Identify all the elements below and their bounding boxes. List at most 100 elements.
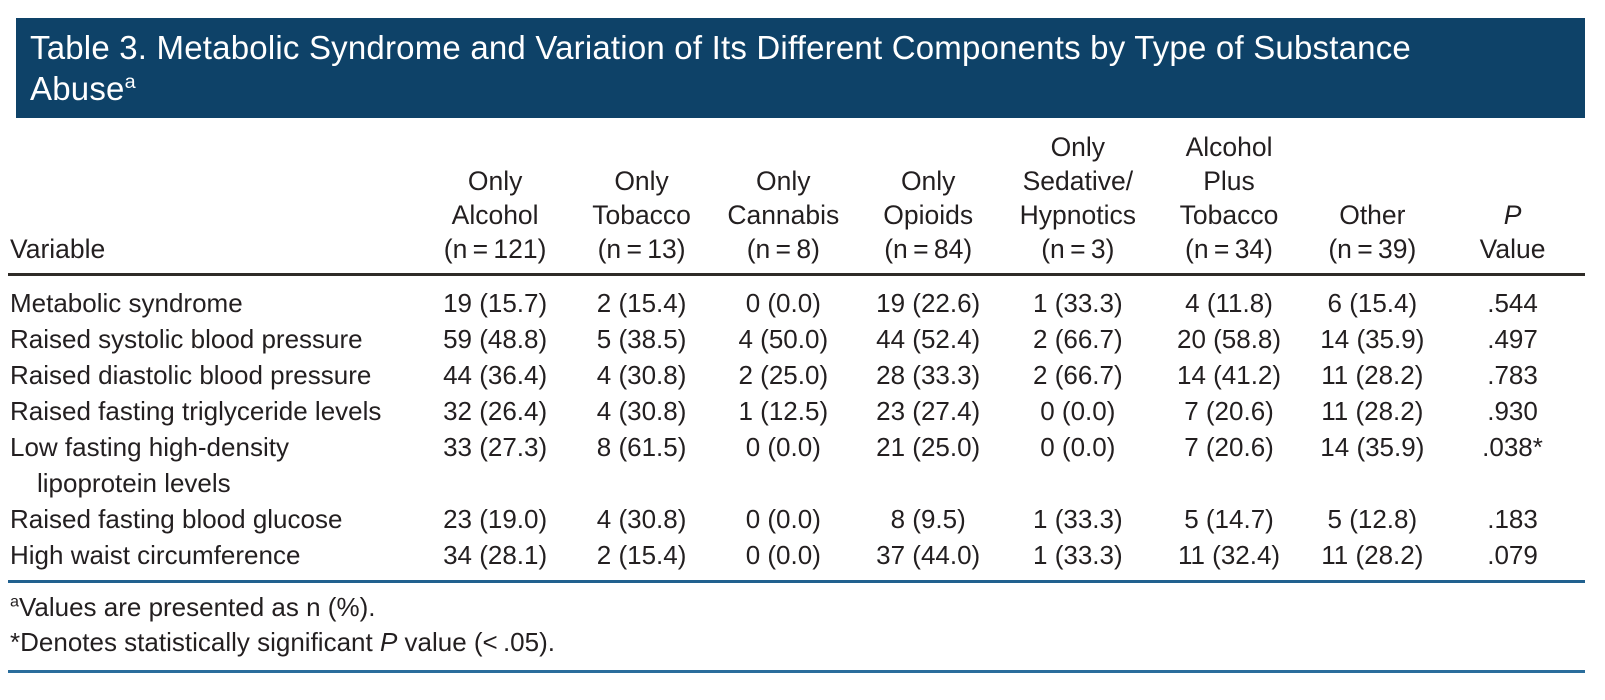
column-header-line: (n = 39) [1328,234,1417,264]
cell-variable: Raised systolic blood pressure [8,321,420,357]
cell-other: 14 (35.9) [1320,324,1425,354]
cell-only-tobacco: 5 (38.5) [596,324,687,354]
column-header-line: (n = 13) [597,234,686,264]
cell-other: 11 (28.2) [1321,540,1424,570]
column-header-line: Cannabis [727,200,840,230]
column-header-line: Other [1339,200,1406,230]
cell-only-opioids: 19 (22.6) [876,288,981,318]
variable-label-line: Raised diastolic blood pressure [10,360,372,390]
column-header-line: Alcohol [1185,132,1273,162]
cell-only-opioids: 21 (25.0) [876,432,981,462]
cell-other: 6 (15.4) [1327,288,1418,318]
cell-variable: High waist circumference [8,537,420,582]
cell-only-cannabis: 0 (0.0) [745,504,821,534]
cell-alcohol-plus-tobacco: 5 (14.7) [1184,504,1274,534]
cell-only-tobacco: 4 (30.8) [596,504,687,534]
column-header-line: Value [1479,234,1546,264]
column-header-line: Only [756,166,811,196]
cell-p-value: .930 [1487,396,1538,426]
table-row: Low fasting high-density lipoprotein leve… [8,429,1585,501]
cell-only-alcohol: 23 (19.0) [443,504,548,534]
cell-other: 11 (28.2) [1321,360,1424,390]
cell-variable: Raised fasting triglyceride levels [8,393,420,429]
italic-text: P [379,627,398,657]
cell-only-sedative-hypnotics: 0 (0.0) [1040,432,1116,462]
table-title-bar: Table 3. Metabolic Syndrome and Variatio… [16,18,1585,118]
cell-alcohol-plus-tobacco: 14 (41.2) [1176,360,1282,390]
column-header-only-alcohol: Only Alcohol (n = 121) [419,130,571,276]
cell-only-opioids: 37 (44.0) [876,540,981,570]
cell-p-value: .079 [1487,540,1538,570]
table-footnotes: aValues are presented as n (%). *Denotes … [8,590,1585,660]
cell-other: 14 (35.9) [1320,432,1425,462]
cell-only-sedative-hypnotics: 1 (33.3) [1033,540,1123,570]
text-run: value (< .05). [397,627,555,657]
column-header-line: Alcohol [451,200,539,230]
superscript-marker: a [10,592,19,611]
table-row: Metabolic syndrome 19 (15.7) 2 (15.4) 0 (0.… [8,275,1585,322]
column-header-line: Only [467,166,523,196]
column-header-only-cannabis: Only Cannabis (n = 8) [712,130,855,276]
footnote-a: aValues are presented as n (%). [10,590,1585,625]
table-header-row: Variable Only Alcohol (n = 121) Only Tobacco (… [8,130,1585,276]
superscript-marker: a [124,71,136,93]
cell-variable: Raised fasting blood glucose [8,501,420,537]
bottom-rule [8,670,1585,673]
cell-p-value: .038* [1482,432,1543,462]
table-title-line: Table 3. Metabolic Syndrome and Variatio… [30,27,1569,68]
cell-only-sedative-hypnotics: 2 (66.7) [1033,360,1123,390]
cell-p-value: .183 [1487,504,1538,534]
column-header-line: Tobacco [1179,200,1279,230]
table-header: Variable Only Alcohol (n = 121) Only Tobacco (… [8,130,1585,276]
cell-alcohol-plus-tobacco: 20 (58.8) [1176,324,1282,354]
column-header-line: Plus [1203,166,1255,196]
cell-only-alcohol: 59 (48.8) [443,324,548,354]
column-header-line: Variable [10,234,106,264]
cell-only-opioids: 44 (52.4) [876,324,981,354]
cell-only-cannabis: 1 (12.5) [738,396,829,426]
variable-label-line: Raised fasting blood glucose [10,504,343,534]
variable-label-line: Raised systolic blood pressure [10,324,363,354]
table-row: Raised diastolic blood pressure 44 (36.4)… [8,357,1585,393]
column-header-only-tobacco: Only Tobacco (n = 13) [570,130,713,276]
cell-alcohol-plus-tobacco: 7 (20.6) [1184,396,1274,426]
cell-alcohol-plus-tobacco: 11 (32.4) [1177,540,1281,570]
column-header-other: Other (n = 39) [1304,130,1441,276]
column-header-line: Only [900,166,956,196]
column-header-line: (n = 3) [1041,234,1115,264]
cell-only-opioids: 8 (9.5) [890,504,966,534]
column-header-line: Sedative/ [1022,166,1134,196]
cell-only-sedative-hypnotics: 1 (33.3) [1033,504,1123,534]
column-header-line: (n = 34) [1185,234,1273,264]
column-header-alcohol-plus-tobacco: Alcohol Plus Tobacco (n = 34) [1153,130,1305,276]
table-row: Raised fasting blood glucose 23 (19.0) 4 (… [8,501,1585,537]
cell-only-opioids: 23 (27.4) [876,396,981,426]
column-header-line: (n = 84) [884,234,973,264]
column-header-line: Opioids [883,200,974,230]
table-row: Raised fasting triglyceride levels 32 (26… [8,393,1585,429]
column-header-only-opioids: Only Opioids (n = 84) [854,130,1003,276]
cell-only-opioids: 28 (33.3) [876,360,981,390]
cell-variable: Metabolic syndrome [8,275,420,322]
cell-alcohol-plus-tobacco: 7 (20.6) [1184,432,1274,462]
cell-variable: Raised diastolic blood pressure [8,357,420,393]
column-header-line: Only [1050,132,1106,162]
cell-only-alcohol: 44 (36.4) [443,360,548,390]
text-run: Abuse [30,70,125,107]
footnote-significance: *Denotes statistically significant P val… [10,625,1585,660]
variable-label-line: lipoprotein levels [37,468,231,498]
cell-only-cannabis: 0 (0.0) [745,432,821,462]
variable-label-line: Raised fasting triglyceride levels [10,396,382,426]
variable-label-line: High waist circumference [10,540,301,570]
column-header-line: Only [614,166,669,196]
cell-other: 5 (12.8) [1327,504,1418,534]
cell-p-value: .497 [1487,324,1538,354]
cell-only-alcohol: 19 (15.7) [443,288,548,318]
cell-only-cannabis: 0 (0.0) [745,540,821,570]
cell-only-sedative-hypnotics: 0 (0.0) [1040,396,1116,426]
cell-only-tobacco: 4 (30.8) [596,396,687,426]
cell-only-sedative-hypnotics: 1 (33.3) [1033,288,1123,318]
cell-p-value: .783 [1487,360,1538,390]
variable-label-line: Metabolic syndrome [10,288,243,318]
